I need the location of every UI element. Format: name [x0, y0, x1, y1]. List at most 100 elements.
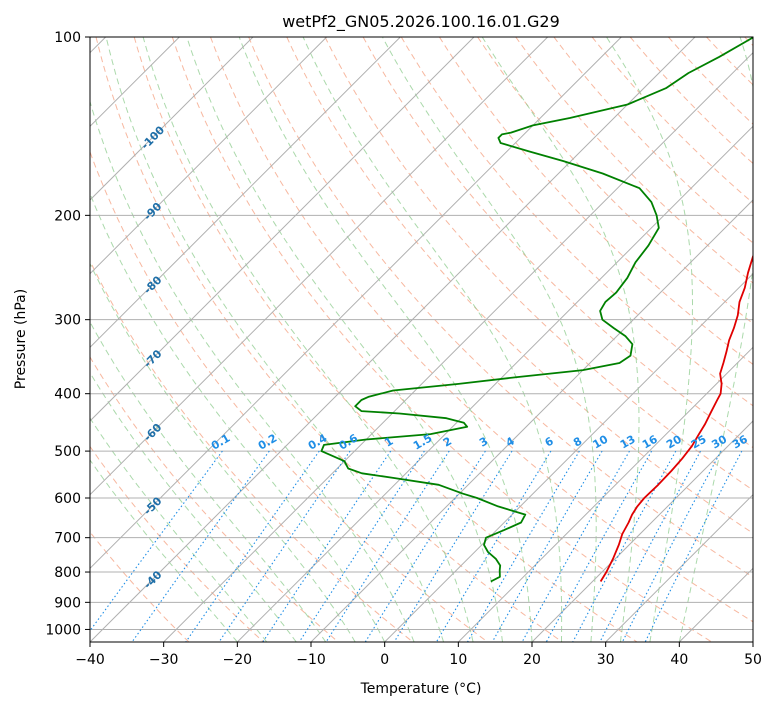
isotherm-gridline	[163, 51, 753, 642]
y-tick-label: 600	[54, 491, 81, 507]
isotherm-gridline	[90, 37, 622, 570]
mixing-ratio-line	[364, 450, 486, 642]
moist-adiabat	[90, 321, 327, 642]
dry-adiabat	[400, 37, 753, 407]
mixing-ratio-line	[393, 450, 513, 642]
x-tick-label: 10	[449, 652, 467, 668]
background-lines	[90, 37, 753, 642]
mixing-ratio-label: 16	[640, 432, 660, 451]
isotherm-gridline	[90, 37, 328, 275]
dry-adiabat	[248, 37, 753, 578]
mixing-ratio-line	[325, 450, 450, 642]
mixing-ratio-label: 8	[571, 435, 584, 450]
y-tick-label: 1000	[45, 622, 81, 638]
moist-adiabat	[90, 262, 356, 642]
temperature-line	[599, 253, 753, 582]
isotherm-label: -60	[141, 421, 164, 444]
y-tick-label: 500	[54, 444, 81, 460]
mixing-ratio-label: 0.4	[306, 431, 330, 452]
y-tick-label: 800	[54, 565, 81, 581]
mixing-ratio-label: 30	[709, 432, 729, 451]
mixing-ratio-label: 25	[689, 433, 709, 452]
x-tick-label: 40	[670, 652, 688, 668]
dry-adiabat	[133, 37, 638, 642]
x-tick-label: 20	[523, 652, 541, 668]
isotherm-gridline	[531, 420, 753, 642]
dry-adiabat	[171, 37, 712, 642]
x-tick-label: −30	[149, 652, 179, 668]
y-axis-label: Pressure (hPa)	[13, 289, 29, 389]
profile-series	[320, 37, 753, 583]
y-tick-label: 100	[54, 30, 81, 46]
mixing-ratio-label: 3	[477, 435, 490, 450]
moist-adiabat	[90, 459, 238, 642]
moist-adiabat	[90, 192, 386, 642]
mixing-ratio-label: 36	[730, 432, 750, 451]
moist-adiabat	[90, 371, 297, 642]
isotherm-gridline	[678, 567, 753, 642]
mixing-ratio-line	[491, 450, 603, 642]
mixing-ratio-line	[599, 450, 701, 642]
dry-adiabat	[553, 37, 753, 244]
dry-adiabat	[90, 445, 264, 642]
plot-frame	[89, 36, 754, 643]
mixing-ratio-line	[621, 450, 722, 642]
mixing-ratio-label: 6	[543, 434, 556, 449]
isotherm-gridline	[90, 37, 549, 496]
dry-adiabat	[324, 37, 753, 491]
dry-adiabat	[90, 150, 488, 642]
dry-adiabat	[591, 37, 753, 204]
isotherm-gridline	[457, 346, 753, 642]
moist-adiabat	[678, 37, 753, 642]
mixing-ratio-line	[572, 450, 677, 642]
grid	[90, 37, 753, 642]
line-labels: 0.1 0.2 0.4 0.6 1 1.5 2 3 4 6 8 10 13 16 20 25 30 36-100-…	[139, 123, 751, 591]
y-tick-label: 200	[54, 208, 81, 224]
x-axis: −40 −30 −20 −10 0 10 20 30 40 50	[75, 642, 762, 668]
isotherm-label: -100	[139, 123, 168, 152]
dry-adiabat	[95, 37, 563, 642]
dry-adiabat	[744, 37, 753, 47]
isotherm-gridline	[90, 37, 475, 422]
isotherm-gridline	[752, 641, 753, 642]
mixing-ratio-line	[435, 450, 552, 642]
moist-adiabat	[105, 37, 445, 642]
mixing-ratio-line	[218, 450, 351, 642]
x-tick-label: 30	[597, 652, 615, 668]
dewpoint-line	[320, 37, 753, 583]
dry-adiabat	[90, 356, 339, 642]
mixing-ratio-lines	[90, 450, 743, 642]
mixing-ratio-line	[262, 450, 392, 642]
dry-adiabat	[438, 37, 753, 365]
moist-adiabat	[606, 37, 693, 642]
dry-adiabat	[706, 37, 753, 86]
moist-adiabat	[381, 37, 597, 642]
moist-adiabat	[186, 37, 503, 642]
isotherm-gridline	[310, 199, 753, 642]
isotherm-label: -90	[141, 200, 164, 223]
mixing-ratio-line	[521, 450, 630, 642]
isotherm-gridline	[90, 37, 401, 349]
y-tick-label: 300	[54, 313, 81, 329]
dry-adiabat	[668, 37, 753, 125]
chart-title: wetPf2_GN05.2026.100.16.01.G29	[282, 12, 560, 32]
mixing-ratio-line	[185, 450, 320, 642]
x-tick-label: 50	[744, 652, 762, 668]
mixing-ratio-line	[545, 450, 653, 642]
mixing-ratio-line	[131, 450, 270, 642]
moist-adiabat	[481, 37, 640, 642]
moist-adiabat	[90, 417, 268, 642]
y-axis: 100 200 300 400 500 600 700 800 900 1000	[45, 30, 90, 638]
mixing-ratio-label: 10	[590, 432, 610, 451]
dry-adiabat	[210, 37, 753, 623]
dry-adiabat	[286, 37, 753, 534]
y-tick-label: 400	[54, 387, 81, 403]
mixing-ratio-line	[467, 450, 580, 642]
dry-adiabat	[90, 259, 414, 642]
moist-adiabat	[302, 37, 563, 642]
x-tick-label: 0	[380, 652, 389, 668]
x-tick-label: −40	[75, 652, 105, 668]
y-tick-label: 700	[54, 531, 81, 547]
isotherm-gridline	[605, 493, 753, 642]
